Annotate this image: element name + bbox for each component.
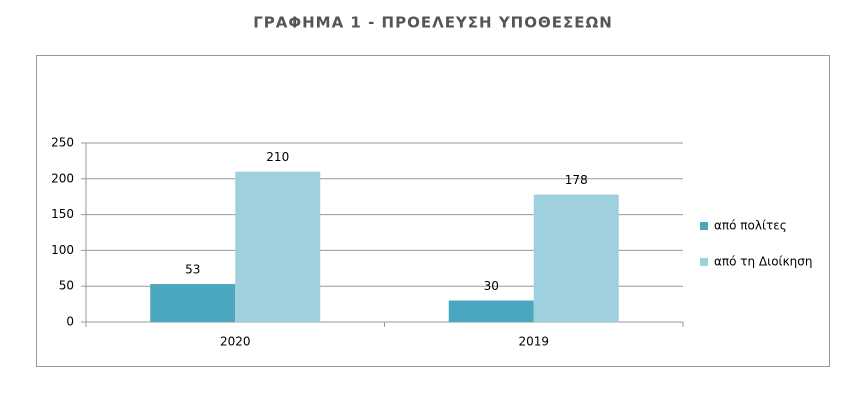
legend-swatch — [700, 222, 708, 230]
bar — [235, 171, 321, 322]
y-tick-label: 0 — [66, 315, 74, 329]
x-tick-label: 2019 — [518, 335, 549, 349]
chart-title: ΓΡΑΦΗΜΑ 1 - ΠΡΟΕΛΕΥΣΗ ΥΠΟΘΕΣΕΩΝ — [253, 14, 613, 32]
data-label: 178 — [565, 173, 588, 187]
legend-swatch — [700, 258, 708, 266]
y-tick-label: 250 — [51, 136, 74, 150]
y-tick-label: 150 — [51, 207, 74, 221]
legend-label: από πολίτες — [714, 219, 787, 233]
y-tick-label: 200 — [51, 171, 74, 185]
chart-border — [36, 55, 830, 367]
bar — [448, 300, 534, 322]
x-tick-label: 2020 — [220, 335, 251, 349]
bar — [150, 284, 236, 322]
y-tick-label: 50 — [59, 279, 74, 293]
data-label: 53 — [185, 263, 200, 277]
data-label: 210 — [266, 150, 289, 164]
y-tick-label: 100 — [51, 243, 74, 257]
legend-label: από τη Διοίκηση — [714, 255, 813, 269]
data-label: 30 — [484, 279, 499, 293]
bar — [533, 194, 619, 322]
